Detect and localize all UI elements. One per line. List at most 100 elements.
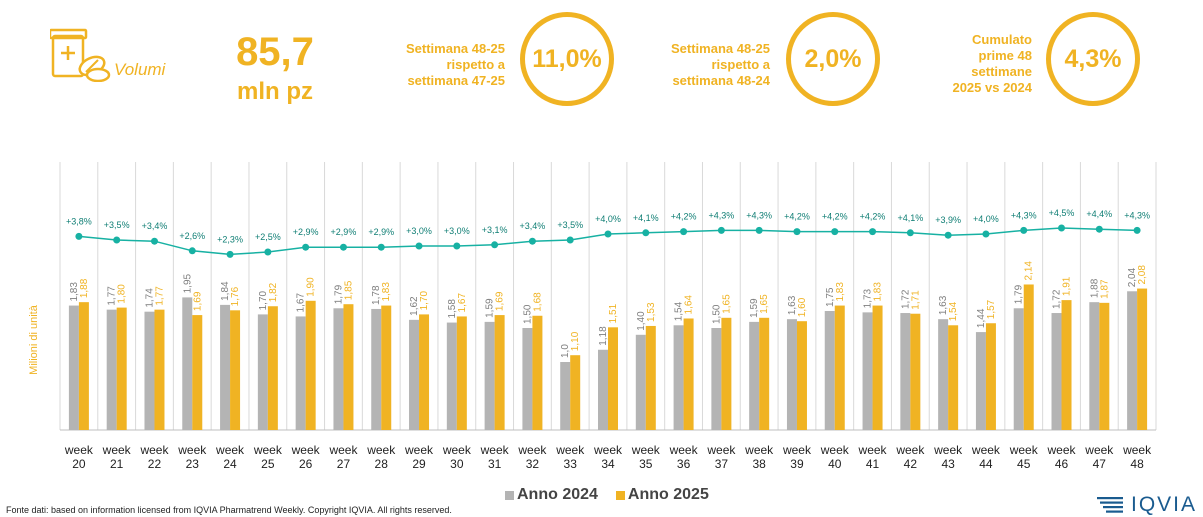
bar-label-2024: 1,44 xyxy=(976,308,987,328)
x-tick-label: week 37 xyxy=(706,443,736,471)
bar-label-2025: 1,85 xyxy=(343,280,354,300)
growth-point xyxy=(717,226,725,234)
growth-point xyxy=(869,228,877,236)
growth-label: +4,2% xyxy=(822,212,848,222)
growth-label: +2,5% xyxy=(255,232,281,242)
iqvia-logo-mark xyxy=(1097,497,1123,513)
bar-label-2025: 1,60 xyxy=(797,297,808,317)
bar-label-2024: 1,18 xyxy=(598,326,609,346)
x-tick-label: week 22 xyxy=(139,443,169,471)
growth-label: +3,9% xyxy=(935,215,961,225)
bar-label-2025: 1,51 xyxy=(608,303,619,323)
legend-swatch-2025 xyxy=(615,490,625,500)
bar-2024 xyxy=(144,311,155,430)
growth-label: +3,1% xyxy=(482,225,508,235)
bar-label-2024: 1,50 xyxy=(711,304,722,324)
bar-label-2024: 1,83 xyxy=(69,282,80,302)
bar-label-2024: 1,84 xyxy=(220,281,231,301)
bar-2024 xyxy=(68,305,79,430)
bar-2024 xyxy=(446,322,457,430)
bar-label-2024: 1,40 xyxy=(636,311,647,331)
x-tick-label: week 35 xyxy=(631,443,661,471)
x-tick-label: week 30 xyxy=(442,443,472,471)
bar-2024 xyxy=(560,362,571,430)
x-tick-label: week 20 xyxy=(64,443,94,471)
growth-label: +3,5% xyxy=(557,220,583,230)
bar-2025 xyxy=(948,325,959,430)
bar-label-2024: 1,59 xyxy=(749,298,760,318)
growth-point xyxy=(528,237,536,245)
bar-label-2025: 1,10 xyxy=(570,331,581,351)
bar-label-2025: 1,83 xyxy=(835,282,846,302)
x-tick-label: week 32 xyxy=(517,443,547,471)
bar-label-2025: 1,70 xyxy=(419,290,430,310)
total-volume-value: 85,7 xyxy=(236,30,314,74)
x-tick-label: week 36 xyxy=(669,443,699,471)
bar-2025 xyxy=(1023,284,1034,430)
bar-label-2025: 1,82 xyxy=(268,282,279,302)
bar-2025 xyxy=(154,309,165,430)
bar-2025 xyxy=(645,325,656,430)
growth-point xyxy=(188,247,196,255)
legend-swatch-2024 xyxy=(505,490,514,500)
y-axis-label: Milioni di unità xyxy=(28,304,40,375)
iqvia-logo-text: IQVIA xyxy=(1131,493,1198,516)
bar-2024 xyxy=(635,334,646,430)
growth-label: +2,9% xyxy=(293,227,319,237)
growth-point xyxy=(642,229,650,237)
kpi-3-circle: 4,3% xyxy=(1046,12,1140,106)
bar-label-2024: 1,67 xyxy=(296,293,307,313)
growth-label: +4,2% xyxy=(671,212,697,222)
bar-2025 xyxy=(532,315,543,430)
bar-2024 xyxy=(484,321,495,430)
bar-label-2025: 1,90 xyxy=(306,277,317,297)
bar-2025 xyxy=(78,302,89,430)
growth-point xyxy=(377,243,385,251)
bar-2024 xyxy=(182,297,193,430)
x-tick-label: week 44 xyxy=(971,443,1001,471)
bar-2025 xyxy=(419,314,430,430)
bar-label-2024: 1,58 xyxy=(447,299,458,319)
growth-label: +3,8% xyxy=(66,216,92,226)
bar-2024 xyxy=(1051,313,1062,430)
bar-label-2025: 1,83 xyxy=(873,282,884,302)
growth-label: +4,2% xyxy=(784,212,810,222)
bar-2025 xyxy=(456,316,467,430)
growth-point xyxy=(831,228,839,236)
bar-2025 xyxy=(1137,288,1148,430)
bar-2024 xyxy=(106,309,117,430)
x-tick-label: week 48 xyxy=(1122,443,1152,471)
bar-2024 xyxy=(1089,302,1100,430)
bar-label-2024: 1,59 xyxy=(485,298,496,318)
bar-label-2025: 1,64 xyxy=(684,295,695,315)
growth-label: +4,0% xyxy=(973,214,999,224)
bar-label-2025: 1,54 xyxy=(948,301,959,321)
x-tick-label: week 24 xyxy=(215,443,245,471)
bar-label-2025: 1,76 xyxy=(230,286,241,306)
growth-point xyxy=(302,243,310,251)
growth-label: +2,9% xyxy=(368,227,394,237)
growth-point xyxy=(566,236,574,244)
bar-2024 xyxy=(371,308,382,430)
bar-label-2025: 1,68 xyxy=(532,292,543,312)
x-tick-label: week 41 xyxy=(858,443,888,471)
growth-label: +4,0% xyxy=(595,214,621,224)
bar-label-2024: 1,79 xyxy=(333,284,344,304)
growth-point xyxy=(1020,226,1028,234)
bar-2025 xyxy=(1099,302,1110,430)
bar-label-2024: 1,77 xyxy=(107,286,118,306)
bar-2024 xyxy=(938,319,949,430)
growth-point xyxy=(1133,226,1141,234)
growth-point xyxy=(1058,224,1066,232)
bar-label-2025: 2,08 xyxy=(1137,265,1148,285)
growth-point xyxy=(944,231,952,239)
bar-label-2024: 1,50 xyxy=(522,304,533,324)
bar-label-2025: 1,83 xyxy=(381,282,392,302)
bar-2024 xyxy=(522,328,533,430)
growth-point xyxy=(226,250,234,258)
chart-legend: Anno 2024 Anno 2025 xyxy=(505,486,709,504)
kpi-1-circle: 11,0% xyxy=(520,12,614,106)
bar-2025 xyxy=(683,318,694,430)
bar-2025 xyxy=(192,315,203,430)
growth-label: +3,5% xyxy=(104,220,130,230)
